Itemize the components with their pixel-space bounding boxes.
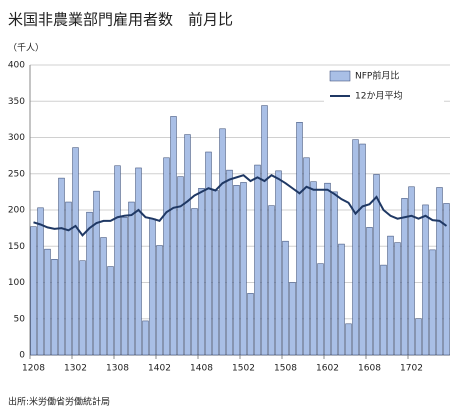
bar xyxy=(408,186,415,356)
bar xyxy=(184,134,191,356)
x-tick-label: 1508 xyxy=(274,364,297,374)
bar xyxy=(345,323,352,356)
x-tick-label: 1208 xyxy=(22,364,45,374)
y-tick-label: 400 xyxy=(8,61,25,71)
bar xyxy=(275,170,282,356)
y-tick-label: 150 xyxy=(8,242,25,252)
bar xyxy=(352,139,359,356)
bar xyxy=(317,263,324,356)
bar xyxy=(212,190,219,356)
legend-swatch xyxy=(329,70,351,82)
bar xyxy=(240,182,247,356)
chart-title: 米国非農業部門雇用者数 前月比 xyxy=(8,11,233,29)
bar xyxy=(79,260,86,356)
bar xyxy=(387,235,394,356)
bar xyxy=(135,167,142,356)
y-tick-label: 350 xyxy=(8,97,25,107)
bar xyxy=(121,217,128,356)
bar xyxy=(254,164,261,356)
bar xyxy=(37,207,44,356)
bar xyxy=(198,188,205,356)
bar xyxy=(324,182,331,356)
bar xyxy=(163,157,170,356)
y-tick-label: 50 xyxy=(14,314,26,324)
x-tick-label: 1602 xyxy=(316,364,339,374)
bar xyxy=(233,185,240,356)
x-tick-label: 1402 xyxy=(148,364,171,374)
bar xyxy=(429,249,436,356)
bar xyxy=(373,174,380,356)
bar xyxy=(296,122,303,356)
legend-label: 12か月平均 xyxy=(355,90,402,102)
bar xyxy=(226,169,233,356)
bar xyxy=(359,143,366,356)
bar xyxy=(282,240,289,356)
bar xyxy=(107,266,114,356)
bar xyxy=(310,181,317,356)
bar xyxy=(401,198,408,356)
bar xyxy=(86,211,93,356)
source: 出所:米労働省労働統計局 xyxy=(8,396,110,408)
bar xyxy=(366,227,373,356)
x-tick-label: 1502 xyxy=(232,364,255,374)
y-tick-label: 0 xyxy=(19,351,25,361)
y-tick-label: 300 xyxy=(8,133,25,143)
bar xyxy=(261,105,268,356)
bar xyxy=(422,204,429,356)
bar xyxy=(219,128,226,356)
y-axis-label: （千人） xyxy=(8,43,44,54)
bar xyxy=(436,187,443,356)
bar xyxy=(100,237,107,356)
x-tick-label: 1608 xyxy=(358,364,381,374)
bar xyxy=(114,165,121,356)
line xyxy=(33,174,448,237)
bar xyxy=(394,242,401,356)
bar xyxy=(303,157,310,356)
y-tick-label: 200 xyxy=(8,206,25,216)
bar xyxy=(170,116,177,356)
legend-label: NFP前月比 xyxy=(355,70,399,82)
bar xyxy=(44,248,51,356)
x-tick-label: 1408 xyxy=(190,364,213,374)
bar xyxy=(93,190,100,356)
bar xyxy=(380,264,387,356)
bar xyxy=(51,259,58,356)
x-tick-label: 1302 xyxy=(64,364,87,374)
bar xyxy=(338,243,345,356)
bar xyxy=(289,282,296,356)
y-tick-label: 250 xyxy=(8,169,25,179)
bar xyxy=(268,205,275,356)
bar xyxy=(415,318,422,356)
bar xyxy=(247,293,254,356)
bar xyxy=(58,177,65,356)
bar xyxy=(128,201,135,356)
bar xyxy=(65,201,72,356)
y-tick-label: 100 xyxy=(8,278,25,288)
bar xyxy=(149,218,156,356)
bar xyxy=(30,226,37,356)
bar xyxy=(331,191,338,356)
bar xyxy=(142,320,149,356)
bar xyxy=(191,208,198,356)
bar xyxy=(205,151,212,356)
bar xyxy=(156,245,163,356)
x-tick-label: 1308 xyxy=(106,364,129,374)
bar xyxy=(443,203,450,356)
x-tick-label: 1702 xyxy=(400,364,423,374)
bar xyxy=(72,147,79,356)
bar xyxy=(177,176,184,356)
